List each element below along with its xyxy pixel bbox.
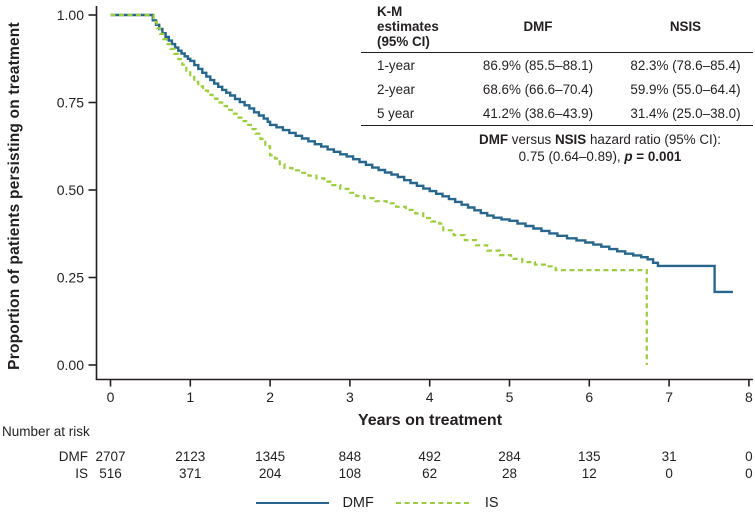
x-tick-label: 1 bbox=[186, 389, 194, 405]
km-table-row: 5 year 41.2% (38.6–43.9) 31.4% (25.0–38.… bbox=[361, 101, 753, 125]
km-row-label: 2-year bbox=[377, 81, 415, 97]
y-axis-ticks: 0.00 0.25 0.50 0.75 1.00 bbox=[57, 7, 97, 373]
km-row-nsis-value: 31.4% (25.0–38.0) bbox=[630, 105, 741, 121]
x-axis-label: Years on treatment bbox=[357, 412, 503, 429]
km-table-row: 2-year 68.6% (66.6–70.4) 59.9% (55.0–64.… bbox=[361, 77, 753, 101]
km-header-title-line2: (95% CI) bbox=[377, 34, 430, 49]
is-curve bbox=[110, 13, 648, 365]
risk-value: 516 bbox=[99, 466, 122, 481]
legend-item-dmf: DMF bbox=[256, 495, 374, 511]
risk-value: 492 bbox=[418, 449, 441, 464]
is-line-swatch-icon bbox=[395, 501, 472, 505]
km-row-nsis-value: 59.9% (55.0–64.4) bbox=[630, 81, 741, 97]
km-row-label: 5 year bbox=[377, 105, 415, 121]
x-axis-ticks: 0 1 2 3 4 5 6 7 8 bbox=[107, 379, 753, 405]
x-tick-label: 0 bbox=[107, 389, 115, 405]
risk-value: 62 bbox=[422, 466, 438, 481]
number-at-risk-title: Number at risk bbox=[2, 424, 90, 439]
risk-value: 0 bbox=[665, 466, 673, 481]
x-tick-label: 2 bbox=[266, 389, 274, 405]
km-header-title-line1: K-M estimates bbox=[377, 4, 439, 34]
hazard-ratio-note: DMF versus NSIS hazard ratio (95% CI): 0… bbox=[361, 131, 753, 165]
x-tick-label: 8 bbox=[745, 389, 753, 405]
dmf-line-swatch-icon bbox=[256, 501, 330, 505]
km-row-label: 1-year bbox=[377, 57, 415, 73]
y-tick-label: 0.25 bbox=[57, 270, 84, 286]
risk-value: 0 bbox=[745, 466, 753, 481]
km-row-dmf-value: 86.9% (85.5–88.1) bbox=[482, 57, 594, 73]
hazard-ratio-line1: DMF versus NSIS hazard ratio (95% CI): bbox=[479, 132, 721, 147]
km-row-dmf-value: 41.2% (38.6–43.9) bbox=[482, 105, 594, 121]
risk-value: 12 bbox=[581, 466, 597, 481]
y-axis-label: Proportion of patients persisting on tre… bbox=[6, 22, 23, 370]
km-table-row: 1-year 86.9% (85.5–88.1) 82.3% (78.6–85.… bbox=[361, 53, 753, 77]
risk-value: 371 bbox=[179, 466, 202, 481]
risk-value: 204 bbox=[258, 466, 282, 481]
dmf-curve bbox=[110, 13, 733, 294]
risk-value: 0 bbox=[745, 449, 753, 464]
risk-value: 284 bbox=[498, 449, 521, 464]
km-header-nsis: NSIS bbox=[669, 19, 702, 34]
x-tick-label: 6 bbox=[585, 389, 593, 405]
legend-dmf-label: DMF bbox=[342, 495, 374, 511]
hazard-ratio-line2: 0.75 (0.64–0.89), p = 0.001 bbox=[518, 149, 682, 164]
legend-item-is: IS bbox=[395, 495, 499, 511]
risk-value: 28 bbox=[501, 466, 518, 481]
risk-row-label: DMF bbox=[58, 449, 88, 464]
y-tick-label: 1.00 bbox=[57, 7, 84, 23]
km-estimates-table: K-M estimates (95% CI) DMF NSIS 1-year 8… bbox=[361, 4, 753, 165]
y-tick-label: 0.75 bbox=[57, 95, 84, 111]
x-tick-label: 5 bbox=[506, 389, 514, 405]
risk-value: 1345 bbox=[255, 449, 286, 464]
risk-value: 2123 bbox=[175, 449, 206, 464]
risk-value: 848 bbox=[338, 449, 362, 464]
legend: DMF IS bbox=[0, 494, 755, 512]
risk-value: 135 bbox=[578, 449, 601, 464]
km-row-dmf-value: 68.6% (66.6–70.4) bbox=[482, 81, 594, 97]
km-table-header: K-M estimates (95% CI) DMF NSIS bbox=[361, 4, 753, 53]
km-row-nsis-value: 82.3% (78.6–85.4) bbox=[630, 57, 741, 73]
x-tick-label: 7 bbox=[665, 389, 673, 405]
y-tick-label: 0.50 bbox=[57, 182, 84, 198]
risk-value: 2707 bbox=[95, 449, 126, 464]
risk-row-label: IS bbox=[75, 466, 88, 481]
legend-is-label: IS bbox=[484, 495, 499, 511]
km-table-body: 1-year 86.9% (85.5–88.1) 82.3% (78.6–85.… bbox=[361, 53, 753, 126]
axes bbox=[95, 6, 753, 381]
risk-value: 108 bbox=[338, 466, 362, 481]
x-tick-label: 4 bbox=[426, 389, 434, 405]
km-header-dmf: DMF bbox=[523, 19, 553, 34]
risk-value: 31 bbox=[661, 449, 677, 464]
x-tick-label: 3 bbox=[346, 389, 354, 405]
y-tick-label: 0.00 bbox=[57, 357, 84, 373]
